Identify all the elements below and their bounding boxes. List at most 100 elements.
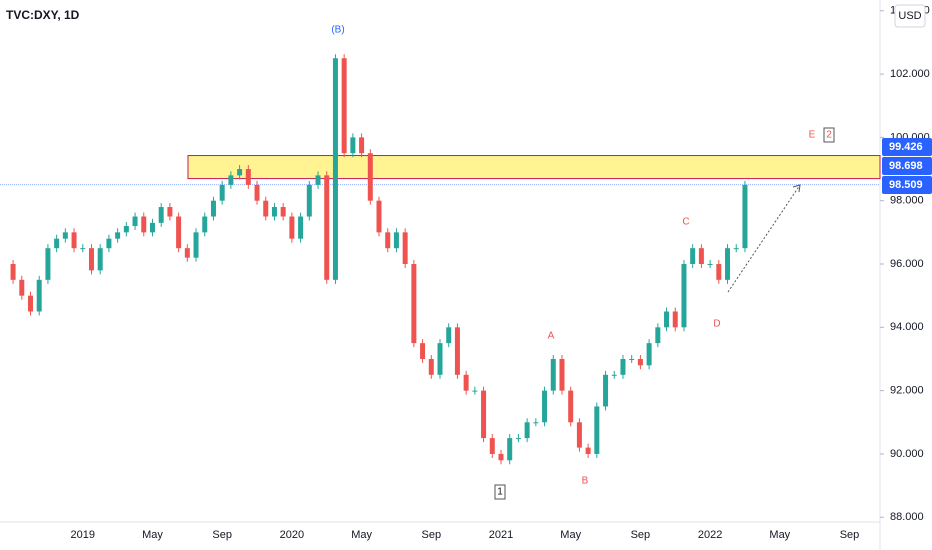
candle <box>350 137 356 154</box>
candle <box>271 207 277 217</box>
candle <box>603 374 609 407</box>
candle <box>420 343 426 359</box>
candle <box>524 422 530 439</box>
annotation-box <box>494 484 506 500</box>
candle <box>115 232 121 239</box>
candle <box>489 438 495 454</box>
candle <box>542 390 548 423</box>
annotation: B <box>582 476 589 487</box>
candle <box>690 248 696 265</box>
projection-arrow <box>727 184 801 293</box>
candle <box>237 169 243 176</box>
candle <box>219 184 225 201</box>
currency-label[interactable]: USD <box>898 10 921 22</box>
candle <box>123 226 129 233</box>
x-tick-label: Sep <box>421 529 441 541</box>
x-tick-label: 2021 <box>489 529 513 541</box>
candle <box>88 248 94 271</box>
candle <box>359 137 365 154</box>
candle <box>428 358 434 375</box>
marks <box>0 54 881 465</box>
candle <box>498 453 504 461</box>
candle <box>167 207 173 217</box>
candle <box>576 422 582 448</box>
x-tick-label: Sep <box>840 529 860 541</box>
x-tick-label: 2020 <box>280 529 304 541</box>
candle <box>550 358 556 391</box>
y-tick-label: 98.000 <box>890 195 924 207</box>
candle <box>385 232 391 249</box>
candle <box>306 184 312 217</box>
candle <box>611 374 617 376</box>
candle <box>289 216 295 239</box>
candle <box>141 216 147 233</box>
x-tick-label: Sep <box>212 529 232 541</box>
candle <box>437 343 443 375</box>
candle <box>193 232 199 258</box>
candle <box>367 153 373 201</box>
price-label: 99.426 <box>889 141 923 153</box>
y-tick-label: 92.000 <box>890 385 924 397</box>
candle <box>585 447 591 454</box>
candle <box>45 248 51 280</box>
candle <box>733 248 739 250</box>
candle <box>515 438 521 440</box>
annotation: 1 <box>497 487 503 498</box>
candle <box>19 279 25 296</box>
candle <box>742 184 748 249</box>
annotation: C <box>682 217 689 228</box>
price-label: 98.509 <box>889 179 923 191</box>
candle <box>324 175 330 280</box>
candle <box>80 248 86 250</box>
candle <box>681 264 687 328</box>
candle <box>402 232 408 265</box>
x-tick-label: 2022 <box>698 529 722 541</box>
candle <box>202 216 208 233</box>
candle <box>376 200 382 233</box>
candle <box>176 216 182 249</box>
annotation: 2 <box>826 130 832 141</box>
price-label-box <box>882 176 932 194</box>
currency-button[interactable] <box>894 4 926 28</box>
candle <box>646 343 652 366</box>
price-label-box <box>882 138 932 156</box>
candle <box>559 358 565 391</box>
x-tick-label: 2019 <box>71 529 95 541</box>
candle <box>27 295 33 312</box>
candle <box>298 216 304 239</box>
candle <box>594 406 600 454</box>
candle <box>71 232 77 249</box>
candle <box>332 58 338 280</box>
y-tick-label: 88.000 <box>890 511 924 523</box>
candle <box>263 200 269 217</box>
candle <box>568 390 574 423</box>
candle <box>533 422 539 424</box>
annotation: D <box>713 319 720 330</box>
candle <box>149 222 155 233</box>
candle <box>725 248 731 280</box>
annotation: E <box>809 130 816 141</box>
annotation-box <box>823 127 835 143</box>
y-tick-label: 94.000 <box>890 321 924 333</box>
arrow-head <box>792 184 801 193</box>
candle <box>620 358 626 375</box>
candle <box>716 264 722 280</box>
x-tick-label: May <box>142 529 163 541</box>
y-tick-label: 96.000 <box>890 258 924 270</box>
candle <box>446 327 452 344</box>
candle <box>254 184 260 201</box>
y-tick-label: 102.000 <box>890 68 930 80</box>
candle <box>54 238 60 249</box>
annotation: (B) <box>331 25 344 36</box>
candle <box>280 207 286 217</box>
symbol: TVC:DXY, 1D <box>6 8 80 22</box>
candle <box>672 311 678 328</box>
zone <box>187 155 881 180</box>
candle <box>10 264 16 280</box>
candle <box>698 248 704 265</box>
candle <box>411 264 417 344</box>
candle <box>228 175 234 185</box>
candle <box>341 58 347 154</box>
candle <box>62 232 68 239</box>
